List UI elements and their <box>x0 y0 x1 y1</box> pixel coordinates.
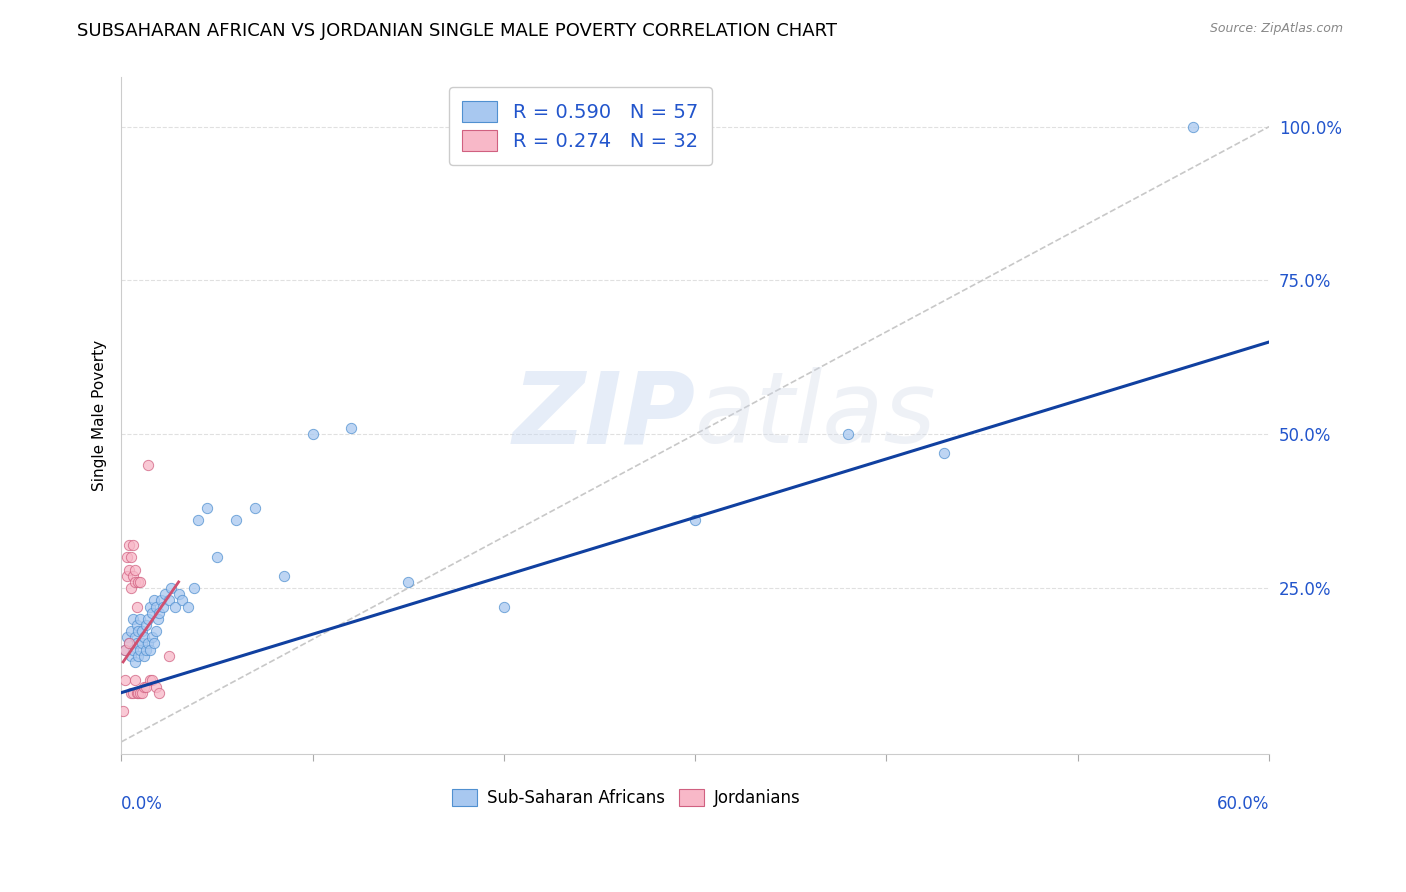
Point <box>135 642 157 657</box>
Text: atlas: atlas <box>695 368 936 465</box>
Point <box>129 642 152 657</box>
Point <box>121 538 143 552</box>
Point <box>146 612 169 626</box>
Point <box>127 624 149 639</box>
Point <box>183 581 205 595</box>
Point <box>127 686 149 700</box>
Point <box>167 587 190 601</box>
Point <box>160 581 183 595</box>
Point <box>155 587 177 601</box>
Point <box>114 673 136 688</box>
Point <box>139 673 162 688</box>
Point <box>157 648 180 663</box>
Point <box>125 686 148 700</box>
Point <box>121 612 143 626</box>
Point <box>172 593 194 607</box>
Point <box>129 612 152 626</box>
Text: SUBSAHARAN AFRICAN VS JORDANIAN SINGLE MALE POVERTY CORRELATION CHART: SUBSAHARAN AFRICAN VS JORDANIAN SINGLE M… <box>77 22 838 40</box>
Point <box>118 538 141 552</box>
Point <box>124 655 146 669</box>
Point <box>492 599 515 614</box>
Point <box>114 642 136 657</box>
Point <box>120 550 142 565</box>
Point <box>124 563 146 577</box>
Point <box>135 680 157 694</box>
Point <box>115 550 138 565</box>
Point <box>339 421 361 435</box>
Point <box>115 569 138 583</box>
Text: 0.0%: 0.0% <box>121 795 163 813</box>
Point <box>142 636 165 650</box>
Point <box>114 642 136 657</box>
Point <box>125 636 148 650</box>
Point <box>187 513 209 527</box>
Point <box>134 680 156 694</box>
Point <box>115 630 138 644</box>
Point <box>125 618 148 632</box>
Point <box>932 446 955 460</box>
Point <box>139 642 162 657</box>
Point <box>125 599 148 614</box>
Point <box>150 593 173 607</box>
Point <box>127 574 149 589</box>
Point <box>127 648 149 663</box>
Point <box>121 686 143 700</box>
Point <box>124 673 146 688</box>
Point <box>118 563 141 577</box>
Point <box>139 599 162 614</box>
Legend: Sub-Saharan Africans, Jordanians: Sub-Saharan Africans, Jordanians <box>446 782 807 814</box>
Point <box>243 501 266 516</box>
Point <box>136 612 159 626</box>
Y-axis label: Single Male Poverty: Single Male Poverty <box>93 340 107 491</box>
Point <box>131 686 153 700</box>
Point <box>121 569 143 583</box>
Point <box>136 458 159 472</box>
Point <box>301 427 323 442</box>
Point <box>118 636 141 650</box>
Point <box>121 642 143 657</box>
Point <box>135 618 157 632</box>
Point <box>136 636 159 650</box>
Point <box>396 574 419 589</box>
Point <box>177 599 200 614</box>
Point <box>131 636 153 650</box>
Point <box>157 593 180 607</box>
Point <box>837 427 859 442</box>
Point <box>120 624 142 639</box>
Point <box>141 673 163 688</box>
Point <box>141 630 163 644</box>
Text: 60.0%: 60.0% <box>1216 795 1270 813</box>
Point <box>148 686 170 700</box>
Point <box>145 624 167 639</box>
Point <box>145 680 167 694</box>
Text: ZIP: ZIP <box>512 368 695 465</box>
Point <box>129 574 152 589</box>
Point <box>134 630 156 644</box>
Point <box>273 569 295 583</box>
Point <box>120 686 142 700</box>
Point <box>120 581 142 595</box>
Point <box>131 624 153 639</box>
Point <box>195 501 218 516</box>
Point <box>225 513 247 527</box>
Point <box>683 513 706 527</box>
Point <box>142 593 165 607</box>
Point <box>145 599 167 614</box>
Point <box>124 574 146 589</box>
Text: Source: ZipAtlas.com: Source: ZipAtlas.com <box>1209 22 1343 36</box>
Point <box>112 704 135 718</box>
Point <box>163 599 186 614</box>
Point <box>118 636 141 650</box>
Point <box>120 648 142 663</box>
Point <box>129 686 152 700</box>
Point <box>141 606 163 620</box>
Point <box>134 648 156 663</box>
Point <box>148 606 170 620</box>
Point <box>124 630 146 644</box>
Point <box>205 550 228 565</box>
Point <box>152 599 174 614</box>
Point <box>1181 120 1204 134</box>
